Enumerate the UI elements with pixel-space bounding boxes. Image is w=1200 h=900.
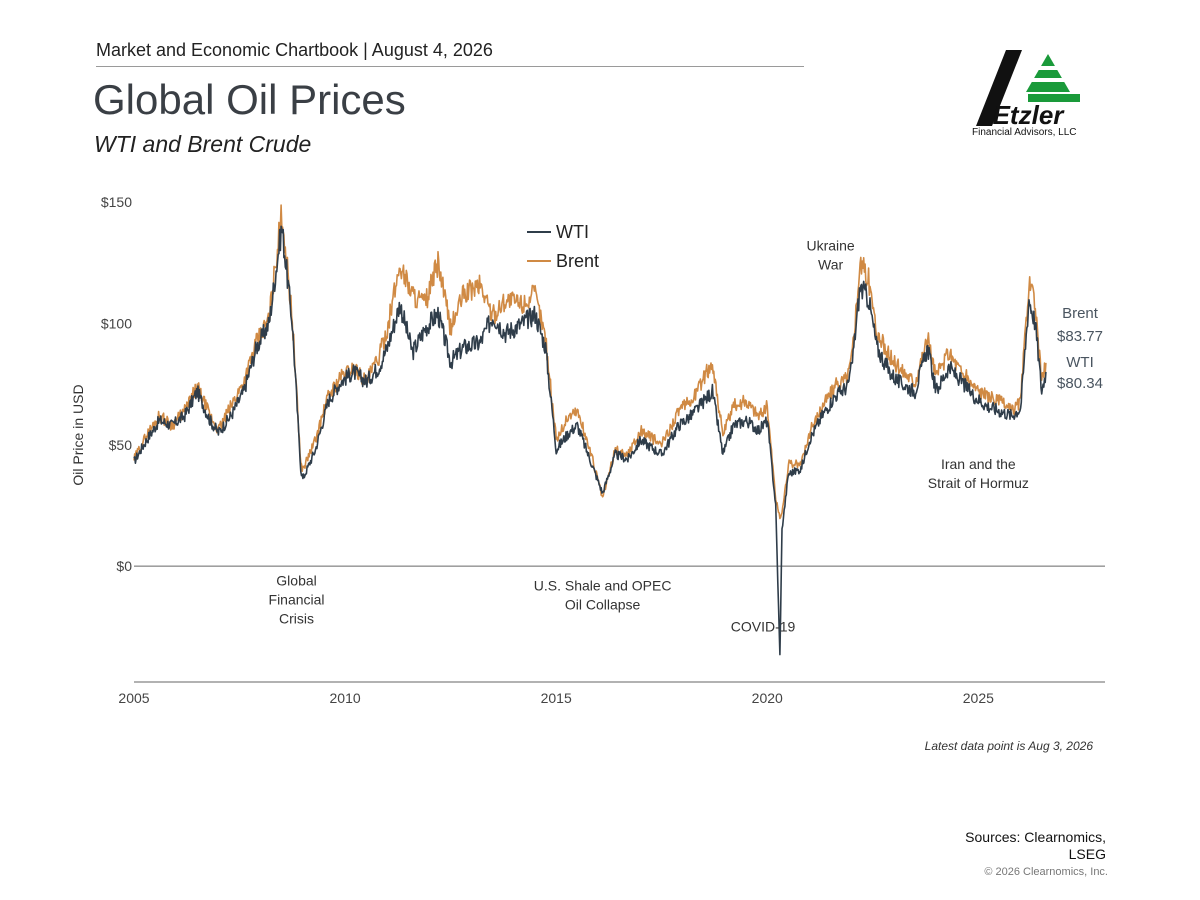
page-title: Global Oil Prices xyxy=(93,76,406,123)
logo-wordmark: Etzler xyxy=(993,100,1066,130)
annotation-1: Oil Collapse xyxy=(565,596,641,612)
x-tick-label: 2010 xyxy=(330,690,361,706)
x-tick-label: 2025 xyxy=(963,690,994,706)
copyright-note: © 2026 Clearnomics, Inc. xyxy=(984,866,1108,878)
annotation-2: War xyxy=(818,257,843,273)
annotation-4: Strait of Hormuz xyxy=(928,475,1029,491)
page-subtitle: WTI and Brent Crude xyxy=(94,131,312,157)
logo-caption: Financial Advisors, LLC xyxy=(972,127,1077,138)
x-tick-label: 2020 xyxy=(752,690,783,706)
y-tick-label: $50 xyxy=(109,437,133,453)
annotation-4: Iran and the xyxy=(941,456,1016,472)
series-line-wti xyxy=(133,225,1047,656)
annotation-3: COVID-19 xyxy=(731,619,796,635)
brent-end-value: $83.77 xyxy=(1057,328,1103,345)
legend-label-brent: Brent xyxy=(556,251,599,271)
annotation-0: Financial xyxy=(269,592,325,608)
etzler-logo: Etzler xyxy=(976,50,1080,130)
wti-end-label: WTI xyxy=(1066,354,1094,371)
logo-triangle-icon xyxy=(1026,54,1070,92)
latest-data-note: Latest data point is Aug 3, 2026 xyxy=(924,739,1093,753)
x-tick-label: 2015 xyxy=(541,690,572,706)
brent-end-label: Brent xyxy=(1062,305,1099,322)
y-tick-label: $0 xyxy=(116,558,132,574)
annotation-0: Crisis xyxy=(279,611,314,627)
y-tick-label: $100 xyxy=(101,315,132,331)
annotation-2: Ukraine xyxy=(806,238,854,254)
annotation-0: Global xyxy=(276,573,316,589)
logo-slash-icon xyxy=(976,50,1022,126)
y-tick-label: $150 xyxy=(101,194,132,210)
header-divider xyxy=(96,66,804,67)
sources-note: Sources: Clearnomics, LSEG xyxy=(965,829,1106,862)
legend-label-wti: WTI xyxy=(556,222,589,242)
x-tick-label: 2005 xyxy=(118,690,149,706)
chartbook-header: Market and Economic Chartbook | August 4… xyxy=(96,40,493,60)
annotation-1: U.S. Shale and OPEC xyxy=(534,577,672,593)
wti-end-value: $80.34 xyxy=(1057,375,1103,392)
y-axis-label: Oil Price in USD xyxy=(70,384,86,485)
